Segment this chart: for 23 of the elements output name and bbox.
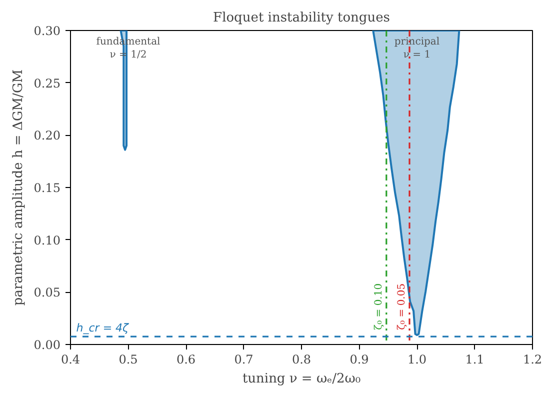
- x-tick-label: 0.8: [292, 352, 312, 366]
- x-tick-label: 1.0: [407, 352, 427, 366]
- x-tick-label: 1.2: [522, 352, 542, 366]
- y-tick-label: 0.25: [34, 76, 60, 90]
- x-tick-label: 0.5: [118, 352, 138, 366]
- y-tick-label: 0.10: [34, 233, 60, 248]
- x-tick-label: 0.7: [234, 352, 254, 366]
- x-tick-label: 1.1: [465, 352, 484, 366]
- x-tick-label: 0.9: [350, 352, 369, 366]
- x-tick-label: 0.6: [176, 352, 196, 366]
- annotation: ζ₀ = 0.05: [396, 283, 408, 330]
- x-tick-label: 0.4: [60, 352, 80, 366]
- annotation: principal ν = 1: [394, 36, 440, 61]
- y-axis-title: parametric amplitude h = ΔGM/GM: [10, 69, 26, 306]
- x-axis-title: tuning ν = ωₑ/2ω₀: [242, 372, 361, 386]
- chart-title: Floquet instability tongues: [213, 10, 390, 26]
- y-tick-label: 0.00: [34, 338, 60, 352]
- y-tick-label: 0.15: [34, 181, 60, 195]
- y-tick-label: 0.30: [34, 24, 60, 38]
- annotation: h_cr = 4ζ: [76, 322, 130, 335]
- y-tick-label: 0.20: [34, 128, 60, 143]
- annotation: ζ₀ = 0.10: [373, 283, 384, 330]
- y-tick-label: 0.05: [34, 286, 60, 300]
